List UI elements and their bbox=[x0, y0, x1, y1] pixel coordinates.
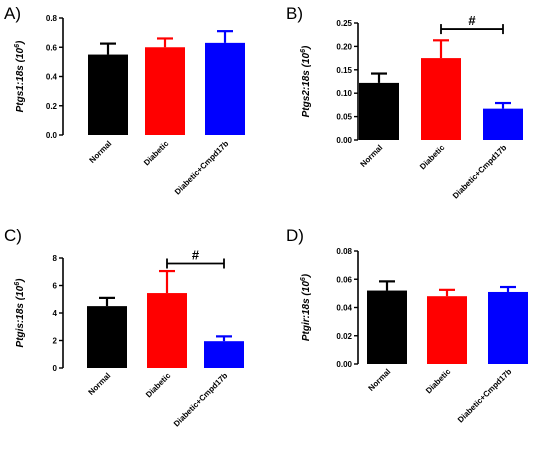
significance-label: # bbox=[468, 13, 476, 28]
y-axis-label-gene: Ptgir bbox=[301, 317, 312, 341]
y-axis-label-ratio: :18s (10 bbox=[15, 47, 26, 85]
y-axis-label-exponent: 6 bbox=[300, 277, 307, 281]
y-tick-label: 0.25 bbox=[336, 19, 352, 28]
bar-normal bbox=[88, 54, 128, 135]
bar-cmpd bbox=[483, 108, 523, 140]
y-tick-label: 0.00 bbox=[336, 136, 352, 145]
bar-diabetic bbox=[421, 58, 461, 140]
panel-letter: C) bbox=[4, 226, 22, 245]
y-axis-label-close: ) bbox=[301, 45, 312, 50]
category-label: Normal bbox=[88, 139, 114, 165]
category-label: Diabetic+Cmpd17b bbox=[456, 367, 514, 425]
y-axis-label: Ptgir:18s (106) bbox=[300, 273, 312, 341]
y-tick-label: 0 bbox=[53, 364, 58, 373]
y-axis-label-exponent: 6 bbox=[300, 49, 307, 53]
y-tick-label: 0.00 bbox=[336, 360, 352, 369]
y-axis-label: Ptgs1:18s (106) bbox=[14, 40, 26, 112]
y-tick-label: 0.8 bbox=[46, 14, 58, 23]
significance-label: # bbox=[192, 248, 200, 263]
y-tick-label: 0.15 bbox=[336, 66, 352, 75]
y-tick-label: 2 bbox=[53, 337, 58, 346]
y-tick-label: 0.6 bbox=[46, 43, 58, 52]
y-tick-label: 8 bbox=[53, 254, 58, 263]
y-axis-label-exponent: 6 bbox=[14, 44, 21, 48]
category-label: Diabetic bbox=[144, 371, 173, 400]
bar-cmpd bbox=[488, 291, 528, 364]
y-axis-label-ratio: :18s (10 bbox=[301, 281, 312, 319]
bar-cmpd bbox=[204, 341, 244, 368]
category-label: Diabetic bbox=[142, 139, 171, 168]
panel-letter: D) bbox=[286, 226, 304, 245]
category-label: Diabetic bbox=[418, 143, 447, 172]
category-label: Normal bbox=[359, 143, 385, 169]
bar-diabetic bbox=[147, 293, 187, 368]
y-tick-label: 0.4 bbox=[46, 73, 58, 82]
y-axis-label-gene: Ptgs2 bbox=[301, 90, 312, 118]
chart-panel-1: A) 0.0 0.2 0.4 0.6 0.8 Ptgs1:18s (106) Normal Di… bbox=[4, 4, 245, 197]
panel-letter: A) bbox=[4, 4, 21, 23]
category-label: Normal bbox=[367, 367, 393, 393]
y-axis-label-close: ) bbox=[301, 273, 312, 278]
bar-diabetic bbox=[427, 296, 467, 364]
category-label: Diabetic bbox=[424, 367, 453, 396]
y-tick-label: 0.06 bbox=[336, 275, 352, 284]
y-axis-label-close: ) bbox=[15, 278, 26, 283]
y-tick-label: 0.10 bbox=[336, 89, 352, 98]
y-tick-label: 4 bbox=[53, 309, 58, 318]
chart-panel-2: B) 0.00 0.05 0.10 0.15 0.20 0.25 Ptgs2:18s (106… bbox=[286, 4, 523, 201]
category-label: Normal bbox=[87, 371, 113, 397]
bar-normal bbox=[359, 82, 399, 140]
bar-normal bbox=[87, 306, 127, 368]
y-tick-label: 0.04 bbox=[336, 304, 352, 313]
y-tick-label: 0.2 bbox=[46, 102, 58, 111]
category-label: Diabetic+Cmpd17b bbox=[172, 371, 230, 429]
category-label: Diabetic+Cmpd17b bbox=[173, 139, 231, 197]
y-tick-label: 6 bbox=[53, 282, 58, 291]
y-axis-label-exponent: 6 bbox=[14, 282, 21, 286]
y-axis-label-gene: Ptgs1 bbox=[15, 85, 26, 113]
y-axis-label-gene: Ptgis bbox=[15, 323, 26, 348]
bar-diabetic bbox=[145, 47, 185, 135]
bar-normal bbox=[367, 290, 407, 364]
y-axis-label-ratio: :18s (10 bbox=[15, 285, 26, 323]
y-axis-label: Ptgs2:18s (106) bbox=[300, 45, 312, 117]
category-label: Diabetic+Cmpd17b bbox=[451, 143, 509, 201]
y-axis-label-ratio: :18s (10 bbox=[301, 52, 312, 90]
panel-letter: B) bbox=[286, 4, 303, 23]
y-tick-label: 0.05 bbox=[336, 113, 352, 122]
y-axis-label: Ptgis:18s (106) bbox=[14, 278, 26, 348]
y-axis-label-close: ) bbox=[15, 40, 26, 45]
y-tick-label: 0.08 bbox=[336, 247, 352, 256]
bar-cmpd bbox=[205, 42, 245, 135]
y-tick-label: 0.0 bbox=[46, 131, 58, 140]
chart-panel-4: D) 0.00 0.02 0.04 0.06 0.08 Ptgir:18s (106) Nor… bbox=[286, 226, 528, 425]
y-tick-label: 0.20 bbox=[336, 42, 352, 51]
y-tick-label: 0.02 bbox=[336, 332, 352, 341]
